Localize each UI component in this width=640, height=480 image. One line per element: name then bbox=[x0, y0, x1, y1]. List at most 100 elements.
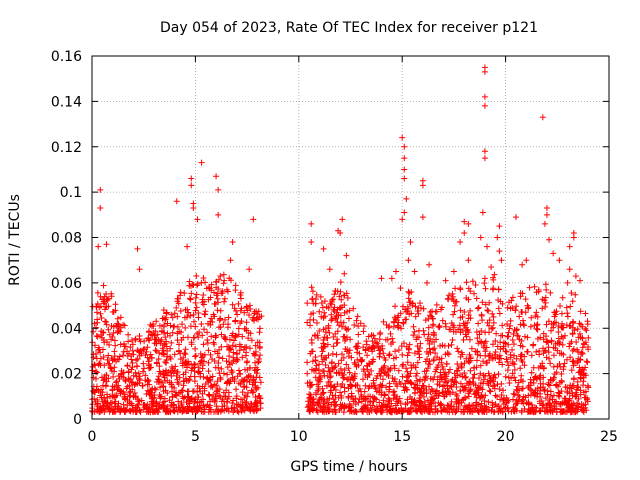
data-point bbox=[248, 337, 255, 344]
data-point bbox=[180, 404, 187, 411]
data-point bbox=[502, 340, 509, 347]
data-point bbox=[235, 300, 242, 307]
data-point bbox=[232, 343, 239, 350]
data-point bbox=[186, 376, 193, 383]
data-point bbox=[361, 368, 368, 375]
data-point bbox=[480, 376, 487, 383]
data-point bbox=[160, 383, 167, 390]
data-point bbox=[348, 383, 355, 390]
data-point bbox=[390, 389, 397, 396]
x-tick-label: 5 bbox=[191, 429, 200, 445]
data-point bbox=[101, 339, 108, 346]
data-point bbox=[143, 348, 150, 355]
data-point bbox=[416, 398, 423, 405]
data-point bbox=[126, 350, 133, 357]
data-point bbox=[482, 285, 489, 292]
data-point bbox=[395, 319, 402, 326]
data-point bbox=[421, 368, 428, 375]
data-point bbox=[373, 388, 380, 395]
data-point bbox=[404, 359, 411, 366]
data-point bbox=[362, 396, 369, 403]
data-point bbox=[488, 325, 495, 332]
data-point bbox=[550, 392, 557, 399]
data-point bbox=[353, 317, 360, 324]
data-point bbox=[345, 394, 352, 401]
data-point bbox=[345, 325, 352, 332]
data-point bbox=[519, 309, 526, 316]
data-point bbox=[502, 348, 509, 355]
data-point bbox=[217, 315, 224, 322]
data-point bbox=[216, 317, 223, 324]
data-point bbox=[564, 389, 571, 396]
data-point bbox=[489, 310, 496, 317]
data-point-peak bbox=[539, 114, 546, 121]
data-point bbox=[524, 334, 531, 341]
data-point bbox=[448, 341, 455, 348]
data-point bbox=[196, 329, 203, 336]
data-point bbox=[469, 375, 476, 382]
data-point bbox=[153, 318, 160, 325]
data-point bbox=[213, 382, 220, 389]
data-point bbox=[93, 355, 100, 362]
data-point bbox=[255, 358, 262, 365]
data-point bbox=[527, 376, 534, 383]
data-point bbox=[322, 362, 329, 369]
data-point-peak bbox=[134, 245, 141, 252]
data-point-peak bbox=[198, 159, 205, 166]
data-point bbox=[226, 346, 233, 353]
data-point bbox=[220, 271, 227, 278]
data-point bbox=[521, 353, 528, 360]
data-point bbox=[323, 383, 330, 390]
data-point bbox=[314, 381, 321, 388]
data-point bbox=[117, 328, 124, 335]
data-point bbox=[326, 329, 333, 336]
data-point bbox=[426, 341, 433, 348]
data-point bbox=[423, 373, 430, 380]
data-point bbox=[113, 378, 120, 385]
data-point bbox=[221, 298, 228, 305]
data-point bbox=[225, 314, 232, 321]
data-point bbox=[115, 327, 122, 334]
data-point bbox=[455, 348, 462, 355]
data-point bbox=[128, 379, 135, 386]
data-point bbox=[345, 385, 352, 392]
data-point bbox=[226, 353, 233, 360]
data-point bbox=[574, 326, 581, 333]
data-point bbox=[200, 291, 207, 298]
data-point bbox=[533, 325, 540, 332]
data-point bbox=[164, 377, 171, 384]
data-point-peak bbox=[543, 205, 550, 212]
data-point bbox=[439, 389, 446, 396]
data-point bbox=[360, 323, 367, 330]
data-point bbox=[360, 405, 367, 412]
data-point bbox=[187, 296, 194, 303]
data-point-peak bbox=[546, 236, 553, 243]
data-point bbox=[518, 409, 525, 416]
data-point bbox=[100, 377, 107, 384]
data-point bbox=[446, 405, 453, 412]
data-point bbox=[438, 359, 445, 366]
data-point bbox=[444, 350, 451, 357]
data-point bbox=[521, 362, 528, 369]
data-point bbox=[192, 323, 199, 330]
data-point bbox=[362, 346, 369, 353]
data-point bbox=[103, 321, 110, 328]
data-point bbox=[440, 366, 447, 373]
data-point bbox=[520, 317, 527, 324]
data-point bbox=[231, 406, 238, 413]
data-point bbox=[175, 398, 182, 405]
data-point bbox=[100, 282, 107, 289]
data-point bbox=[411, 328, 418, 335]
data-point bbox=[537, 380, 544, 387]
data-point bbox=[403, 386, 410, 393]
data-point bbox=[455, 404, 462, 411]
data-point bbox=[339, 351, 346, 358]
data-point bbox=[556, 401, 563, 408]
data-point bbox=[253, 386, 260, 393]
data-point bbox=[371, 406, 378, 413]
data-point bbox=[103, 291, 110, 298]
data-point bbox=[376, 347, 383, 354]
data-point bbox=[538, 398, 545, 405]
data-point bbox=[218, 331, 225, 338]
